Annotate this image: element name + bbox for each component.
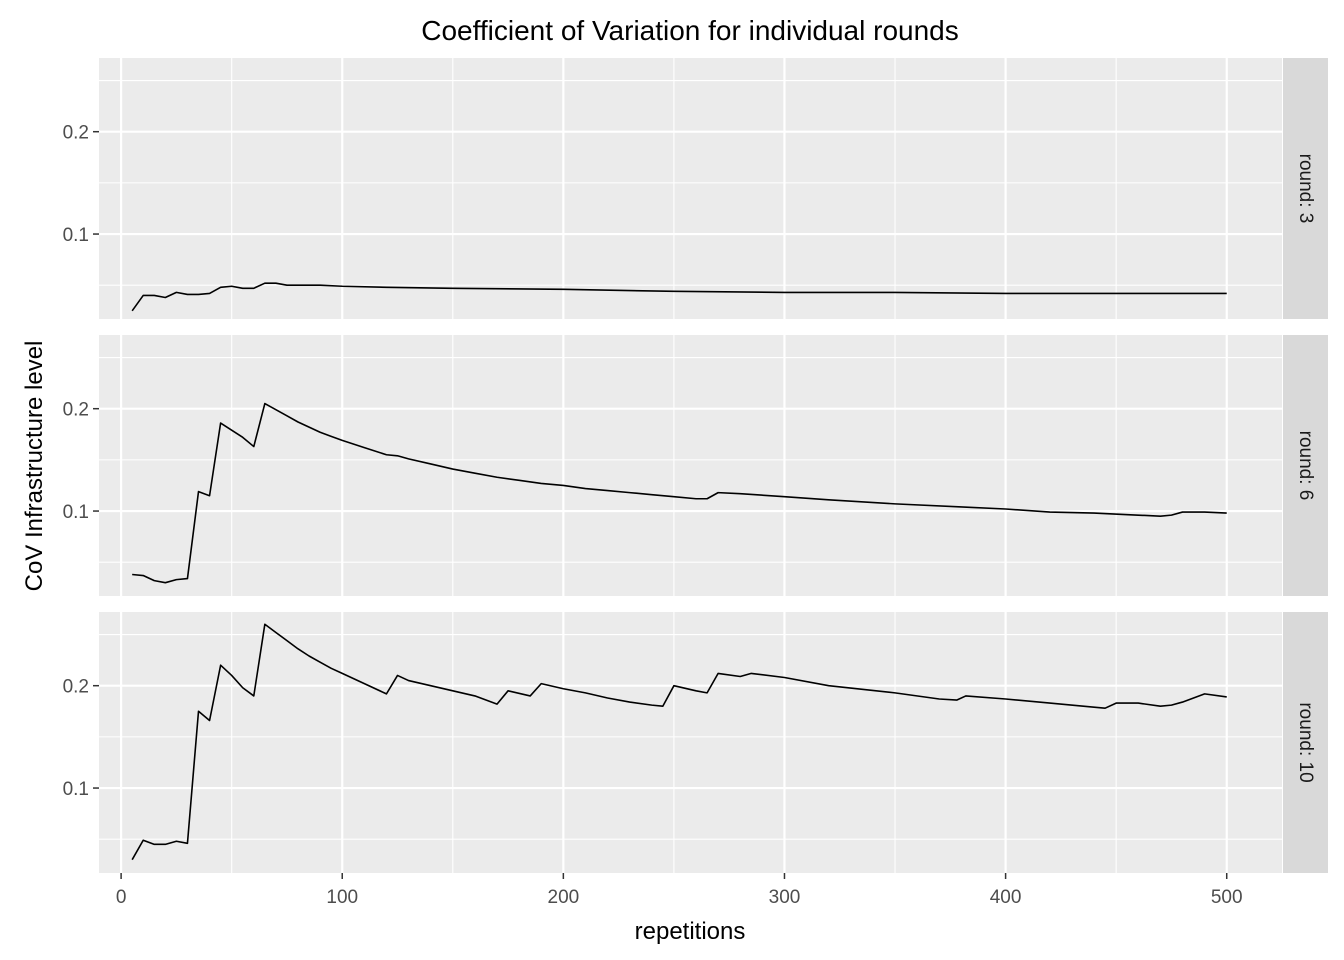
- facet-strip: [1283, 335, 1328, 596]
- series-line: [132, 402, 1227, 584]
- y-tick-label: 0.2: [63, 677, 89, 698]
- panel-background: [99, 58, 1282, 319]
- x-tick-label: 100: [326, 887, 358, 908]
- x-axis: 0 100 200 300 400 500: [116, 873, 1243, 908]
- facet-strip-label: round: 10: [1295, 702, 1316, 782]
- y-tick-label: 0.1: [63, 502, 89, 523]
- facet-panel: 0.1 0.2 round: 10: [63, 612, 1328, 873]
- facet-panel: 0.1 0.2 round: 6: [63, 335, 1328, 596]
- x-tick-label: 500: [1211, 887, 1243, 908]
- chart-title: Coefficient of Variation for individual …: [421, 15, 959, 46]
- x-axis-title: repetitions: [635, 918, 746, 945]
- facet-strip: [1283, 612, 1328, 873]
- facet-strip-label: round: 3: [1295, 154, 1316, 224]
- y-tick-label: 0.2: [63, 400, 89, 421]
- panel-background: [99, 612, 1282, 873]
- y-axis-title: CoV Infrastructure level: [21, 341, 48, 592]
- y-tick-label: 0.1: [63, 779, 89, 800]
- series-line: [131, 623, 1227, 861]
- panel-background: [99, 335, 1282, 596]
- y-tick-label: 0.2: [63, 123, 89, 144]
- facet-strip: [1283, 58, 1328, 319]
- x-tick-label: 300: [769, 887, 801, 908]
- facet-strip-label: round: 6: [1295, 431, 1316, 501]
- x-tick-label: 0: [116, 887, 127, 908]
- facet-panels: 0.1 0.2 round: 3 0.1 0.2 round: 6 0.1 0.2 round:…: [63, 58, 1328, 873]
- y-tick-label: 0.1: [63, 225, 89, 246]
- x-tick-label: 200: [548, 887, 580, 908]
- facet-panel: 0.1 0.2 round: 3: [63, 58, 1328, 319]
- x-tick-label: 400: [990, 887, 1022, 908]
- series-line: [131, 282, 1227, 312]
